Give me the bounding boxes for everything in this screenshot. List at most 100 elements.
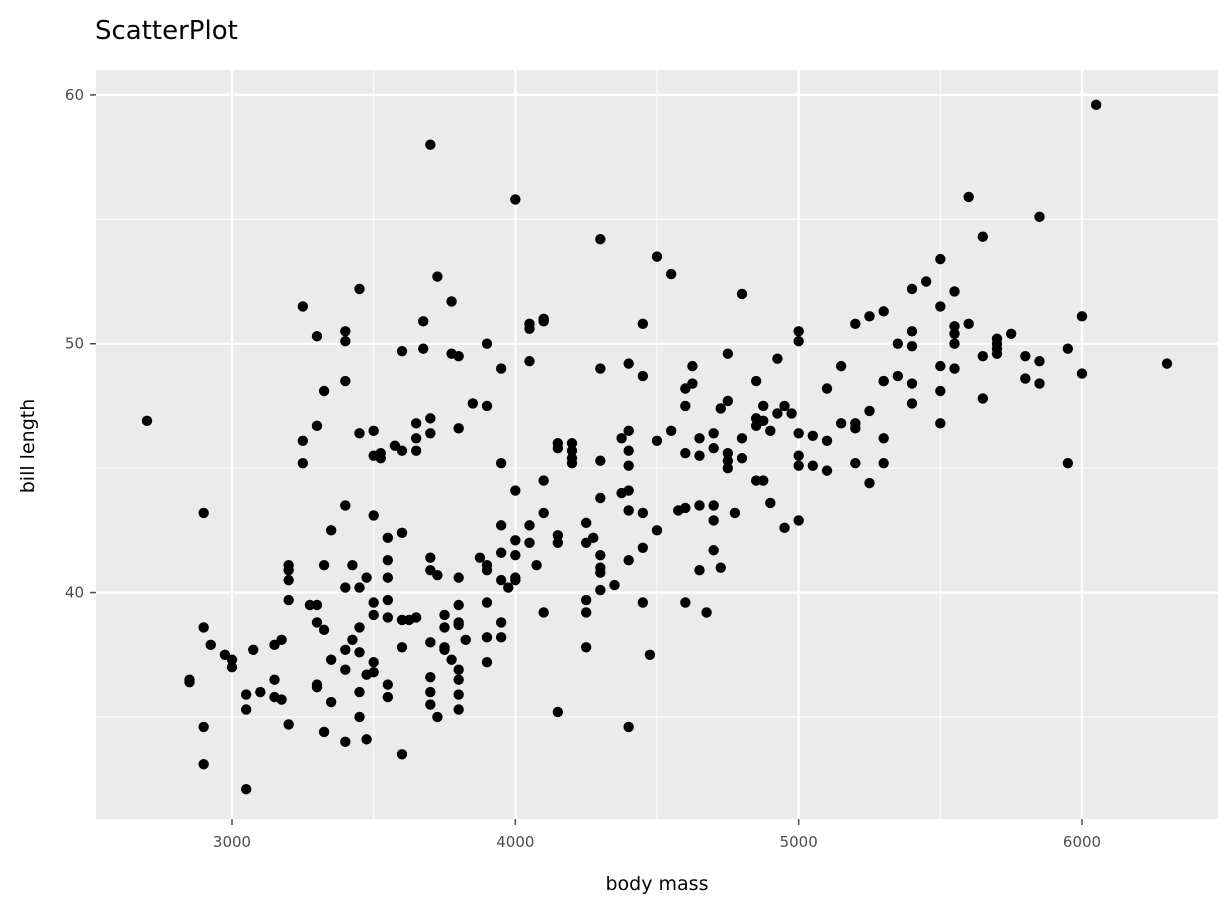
data-point bbox=[340, 500, 351, 511]
data-point bbox=[524, 318, 535, 330]
data-point bbox=[269, 674, 280, 685]
data-point bbox=[361, 734, 372, 745]
data-point bbox=[644, 649, 656, 660]
data-point bbox=[318, 726, 330, 738]
data-point bbox=[595, 363, 606, 374]
data-point bbox=[935, 253, 946, 265]
data-point bbox=[283, 574, 294, 586]
data-point bbox=[538, 475, 549, 486]
data-point bbox=[694, 450, 705, 461]
data-point bbox=[425, 428, 436, 439]
data-point bbox=[439, 609, 450, 621]
chart-title: ScatterPlot bbox=[95, 16, 238, 46]
data-point bbox=[297, 457, 309, 469]
data-point bbox=[396, 527, 408, 539]
data-point bbox=[318, 385, 330, 397]
data-point bbox=[1034, 211, 1045, 223]
data-point bbox=[276, 634, 287, 646]
data-point bbox=[651, 435, 663, 446]
data-point bbox=[793, 428, 804, 439]
data-point bbox=[1020, 350, 1031, 362]
data-point bbox=[835, 418, 847, 429]
data-point bbox=[240, 704, 252, 715]
data-point bbox=[240, 689, 252, 700]
data-point bbox=[325, 654, 337, 665]
data-point bbox=[538, 507, 549, 519]
data-point bbox=[396, 345, 408, 357]
data-point bbox=[382, 594, 394, 606]
data-point bbox=[425, 552, 436, 563]
data-point bbox=[453, 664, 464, 675]
data-point bbox=[198, 721, 209, 733]
data-point bbox=[1062, 457, 1074, 469]
data-point bbox=[453, 617, 464, 628]
data-point bbox=[425, 413, 436, 424]
data-point bbox=[354, 686, 365, 698]
data-point bbox=[446, 296, 457, 307]
data-point bbox=[920, 276, 932, 287]
data-point bbox=[864, 477, 875, 489]
data-point bbox=[566, 438, 578, 449]
data-point bbox=[623, 445, 634, 456]
data-point bbox=[623, 555, 634, 566]
data-point bbox=[821, 465, 833, 476]
data-point bbox=[949, 328, 960, 339]
data-point bbox=[340, 336, 351, 347]
data-point bbox=[850, 318, 861, 330]
data-point bbox=[453, 350, 464, 362]
data-point bbox=[524, 537, 535, 548]
data-point bbox=[538, 607, 549, 618]
data-point bbox=[651, 525, 663, 536]
data-point bbox=[347, 634, 358, 646]
data-point bbox=[566, 445, 578, 456]
data-point bbox=[396, 642, 408, 653]
data-point bbox=[580, 594, 592, 606]
data-point bbox=[311, 617, 323, 628]
data-point bbox=[495, 632, 507, 643]
data-point bbox=[680, 502, 691, 514]
data-point bbox=[864, 311, 875, 322]
data-point bbox=[722, 462, 734, 474]
data-point bbox=[623, 721, 634, 733]
data-point bbox=[503, 582, 514, 593]
data-point bbox=[906, 341, 918, 352]
data-point bbox=[495, 363, 507, 374]
data-point bbox=[1076, 368, 1088, 379]
data-point bbox=[1076, 311, 1088, 322]
data-point bbox=[588, 532, 599, 544]
data-point bbox=[340, 736, 351, 748]
data-point bbox=[410, 612, 422, 623]
data-point bbox=[354, 582, 365, 593]
data-point bbox=[410, 418, 422, 429]
data-point bbox=[694, 433, 705, 444]
data-point bbox=[708, 545, 719, 556]
data-point bbox=[736, 452, 748, 464]
data-point bbox=[347, 559, 358, 571]
data-point bbox=[701, 607, 712, 618]
data-point bbox=[595, 584, 606, 596]
data-point bbox=[595, 455, 606, 466]
data-point bbox=[495, 547, 507, 558]
data-point bbox=[354, 711, 365, 723]
data-point bbox=[481, 657, 493, 668]
x-tick-label: 4000 bbox=[496, 833, 534, 851]
data-point bbox=[758, 475, 769, 486]
data-point bbox=[949, 321, 960, 332]
data-point bbox=[680, 597, 691, 608]
data-point bbox=[552, 706, 564, 718]
data-point bbox=[248, 644, 259, 655]
data-point bbox=[878, 306, 889, 317]
data-point bbox=[368, 597, 379, 608]
data-point bbox=[687, 360, 698, 372]
data-point bbox=[410, 445, 422, 456]
data-point bbox=[418, 316, 429, 327]
data-point bbox=[396, 749, 408, 760]
data-point bbox=[382, 679, 394, 690]
data-point bbox=[949, 363, 960, 374]
data-point bbox=[410, 433, 422, 444]
data-point bbox=[425, 139, 436, 150]
data-point bbox=[616, 433, 627, 444]
data-point bbox=[510, 535, 521, 546]
data-point bbox=[226, 662, 238, 673]
data-point bbox=[311, 420, 323, 432]
